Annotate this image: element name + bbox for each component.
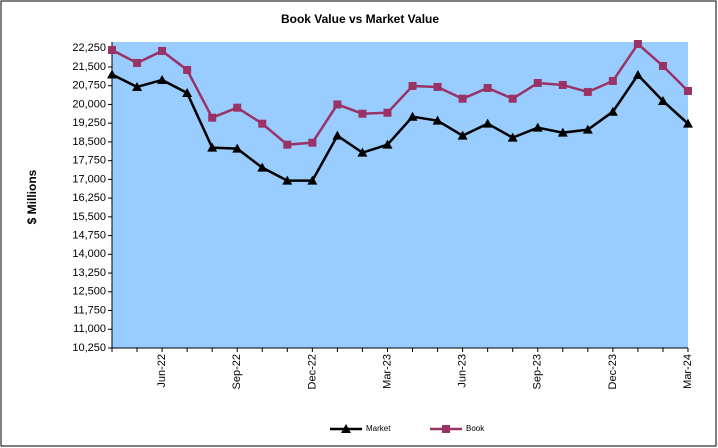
- marker: [333, 100, 342, 109]
- x-tick-label: Dec-23: [607, 354, 619, 389]
- y-tick-label: 14,750: [72, 229, 106, 241]
- y-axis-label: $ Millions: [25, 169, 39, 224]
- marker: [358, 109, 367, 118]
- legend-marker: [442, 425, 450, 433]
- y-tick-label: 11,000: [73, 323, 106, 335]
- marker: [383, 108, 392, 117]
- x-tick-label: Sep-23: [532, 354, 544, 389]
- marker: [408, 81, 417, 90]
- marker: [382, 139, 393, 149]
- marker: [457, 130, 468, 140]
- marker: [207, 142, 218, 152]
- y-tick-label: 12,500: [72, 286, 106, 298]
- x-tick-label: Dec-22: [306, 354, 318, 389]
- legend-marker: [341, 424, 351, 433]
- marker: [182, 87, 193, 97]
- plot-area: [112, 42, 688, 348]
- marker: [158, 46, 167, 55]
- marker: [558, 80, 567, 89]
- marker: [107, 69, 117, 79]
- marker: [283, 140, 292, 149]
- marker: [683, 118, 693, 128]
- y-tick-label: 20,000: [72, 98, 106, 110]
- marker: [557, 127, 568, 137]
- marker: [507, 132, 518, 142]
- marker: [532, 122, 543, 132]
- y-tick-label: 21,500: [72, 61, 106, 73]
- legend-label: Market: [366, 424, 391, 433]
- y-tick-label: 15,500: [72, 211, 106, 223]
- x-tick-label: Sep-22: [231, 354, 243, 389]
- marker: [258, 119, 267, 128]
- x-tick-label: Jun-23: [457, 354, 469, 388]
- marker: [608, 76, 617, 85]
- y-tick-label: 19,250: [72, 117, 106, 129]
- marker: [308, 138, 317, 147]
- marker: [583, 87, 592, 96]
- legend-label: Book: [466, 424, 485, 433]
- chart-title: Book Value vs Market Value: [281, 12, 439, 26]
- series-line: [111, 72, 689, 182]
- marker: [458, 94, 467, 103]
- series-line: [111, 42, 689, 146]
- marker: [332, 130, 343, 140]
- marker: [208, 113, 217, 122]
- y-tick-label: 20,750: [72, 80, 106, 92]
- y-tick-label: 18,500: [72, 136, 106, 148]
- marker: [684, 86, 692, 95]
- marker: [658, 61, 667, 70]
- marker: [582, 124, 593, 134]
- marker: [257, 162, 268, 172]
- marker: [183, 65, 192, 74]
- marker: [407, 111, 418, 121]
- marker: [232, 143, 243, 153]
- y-tick-label: 10,250: [72, 342, 106, 354]
- x-tick-label: Mar-23: [381, 354, 393, 389]
- marker: [508, 94, 517, 103]
- marker: [133, 58, 142, 67]
- y-tick-label: 14,000: [72, 248, 106, 260]
- marker: [132, 81, 143, 91]
- y-tick-label: 13,250: [72, 267, 106, 279]
- marker: [433, 82, 442, 91]
- marker: [282, 175, 293, 185]
- y-tick-label: 22,250: [72, 42, 106, 54]
- x-tick-label: Mar-24: [682, 354, 694, 389]
- marker: [108, 45, 116, 54]
- y-tick-label: 16,250: [72, 192, 106, 204]
- marker: [632, 69, 643, 79]
- marker: [157, 74, 168, 84]
- marker: [533, 78, 542, 87]
- marker: [657, 95, 668, 105]
- x-tick-label: Jun-22: [156, 354, 168, 388]
- marker: [233, 103, 242, 112]
- marker: [357, 147, 368, 157]
- marker: [607, 106, 618, 116]
- y-tick-label: 11,750: [73, 304, 106, 316]
- marker: [482, 118, 493, 128]
- marker: [432, 115, 443, 125]
- y-tick-label: 17,000: [72, 173, 106, 185]
- marker: [633, 39, 642, 48]
- marker: [307, 175, 318, 185]
- y-tick-label: 17,750: [72, 155, 106, 167]
- marker: [483, 83, 492, 92]
